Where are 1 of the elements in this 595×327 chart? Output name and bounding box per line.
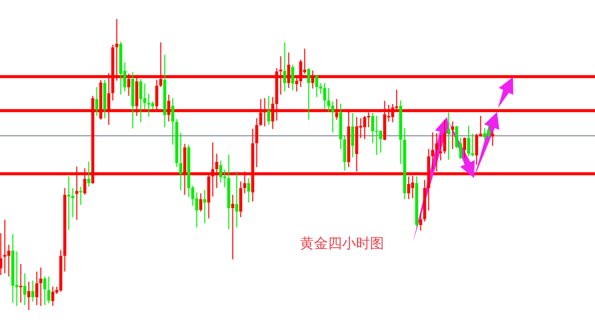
annotation: 黄金四小时图 xyxy=(300,236,384,252)
